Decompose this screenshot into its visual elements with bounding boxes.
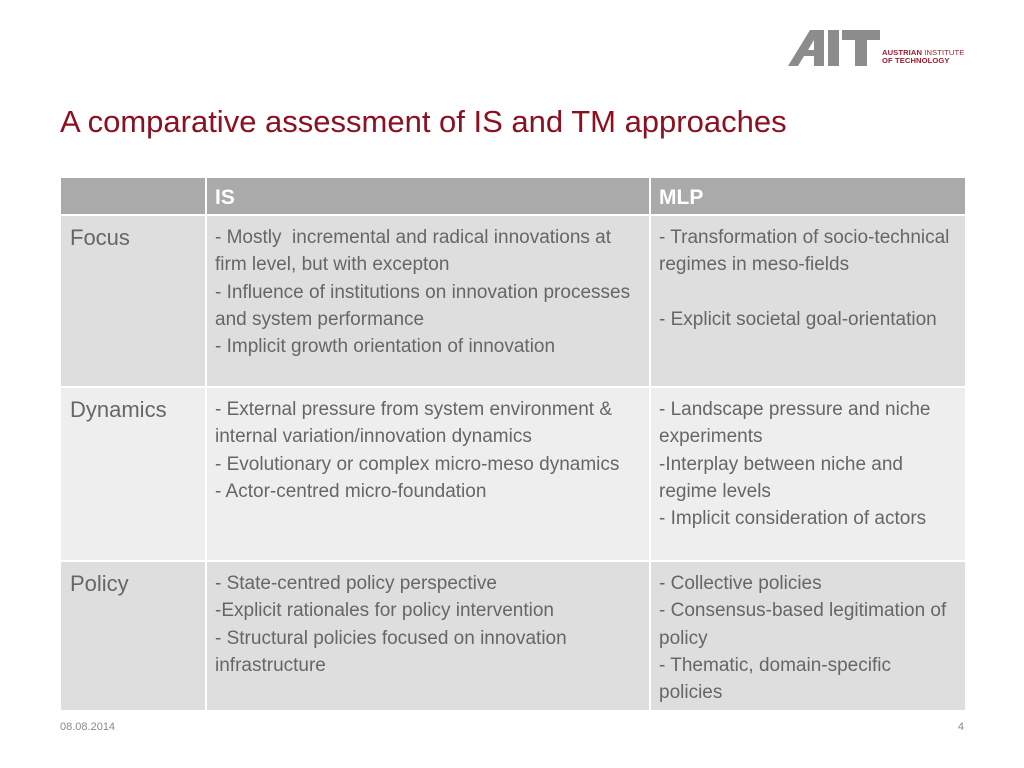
cell-focus-is: - Mostly incremental and radical innovat… [205,214,651,388]
cell-line: - Implicit consideration of actors [659,508,927,530]
cell-line: - Actor-centred micro-foundation [215,480,487,502]
ait-logo-mark [788,30,880,66]
cell-dynamics-mlp: - Landscape pressure and niche experimen… [649,386,967,562]
comparison-table: IS MLP Focus - Mostly incremental and ra… [59,176,967,713]
cell-line: - Transformation of socio-technical regi… [659,227,955,276]
cell-policy-mlp: - Collective policies - Consensus-based … [649,559,967,713]
table-row-policy: Policy - State-centred policy perspectiv… [59,559,967,713]
logo-line2: OF TECHNOLOGY [882,56,950,65]
cell-line: - Consensus-based legitimation of policy [659,600,952,649]
header-empty [59,176,207,216]
logo-line1-bold: AUSTRIAN [882,48,923,57]
row-label-dynamics: Dynamics [59,386,207,562]
cell-line [659,279,957,306]
cell-line: - Collective policies [659,573,822,594]
ait-logo-text: AUSTRIAN INSTITUTE OF TECHNOLOGY [882,49,964,65]
cell-line: - Mostly incremental and radical innovat… [215,227,617,276]
cell-line: - Thematic, domain-specific policies [659,654,897,704]
ait-logo: AUSTRIAN INSTITUTE OF TECHNOLOGY [788,28,968,68]
row-label-focus: Focus [59,214,207,388]
footer-date: 08.08.2014 [60,721,116,733]
cell-line: - Explicit societal goal-orientation [659,308,937,330]
header-is: IS [205,176,651,216]
cell-line: - Evolutionary or complex micro-meso dyn… [215,453,620,475]
cell-line: -Interplay between niche and regime leve… [659,453,909,502]
logo-line1-rest: INSTITUTE [922,48,965,57]
cell-policy-is: - State-centred policy perspective -Expl… [205,559,651,713]
cell-line: - External pressure from system environm… [215,399,618,448]
header-mlp: MLP [649,176,967,216]
page-number: 4 [957,721,964,733]
cell-dynamics-is: - External pressure from system environm… [205,386,651,562]
table-row-focus: Focus - Mostly incremental and radical i… [59,214,967,388]
cell-line: - Influence of institutions on innovatio… [215,281,636,330]
row-label-policy: Policy [59,559,207,713]
slide-title: A comparative assessment of IS and TM ap… [60,104,787,139]
cell-line: - State-centred policy perspective [215,573,497,594]
table-row-dynamics: Dynamics - External pressure from system… [59,386,967,562]
cell-line: - Implicit growth orientation of innovat… [215,336,556,358]
cell-focus-mlp: - Transformation of socio-technical regi… [649,214,967,388]
cell-line: -Explicit rationales for policy interven… [215,600,554,622]
table-header-row: IS MLP [59,176,967,216]
cell-line: - Structural policies focused on innovat… [215,627,572,676]
cell-line: - Landscape pressure and niche experimen… [659,399,936,448]
